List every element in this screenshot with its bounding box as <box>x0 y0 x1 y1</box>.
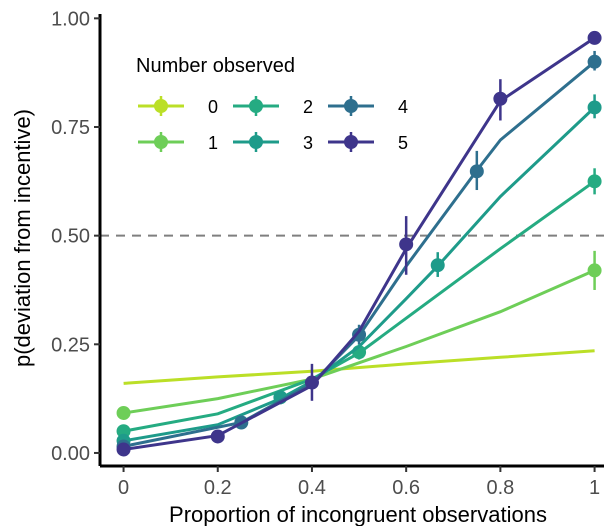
series-line-1 <box>123 269 596 415</box>
data-point-5 <box>304 375 319 390</box>
series-3 <box>116 94 602 448</box>
legend-item-0: 0 <box>138 96 218 117</box>
series-line-0 <box>123 349 595 385</box>
y-tick-label: 0.25 <box>51 334 90 356</box>
series-0 <box>123 349 595 385</box>
series-5 <box>116 30 602 457</box>
series-layer <box>116 30 602 457</box>
data-point-1 <box>587 263 602 278</box>
legend-item-1: 1 <box>138 132 218 153</box>
data-point-5 <box>210 429 225 444</box>
series-4 <box>116 50 602 454</box>
axes: 0.00 0.25 0.50 0.75 1.00 0 0.2 0.4 0.6 0.8 1 <box>51 8 604 499</box>
legend-label: 4 <box>398 97 408 117</box>
legend-item-2: 2 <box>233 96 313 117</box>
legend-label: 1 <box>208 133 218 153</box>
data-point-5 <box>587 30 602 45</box>
series-line-3 <box>123 106 596 443</box>
x-tick-label: 0.4 <box>298 477 326 499</box>
y-tick-label: 0.50 <box>51 226 90 248</box>
y-tick-label: 0.00 <box>51 443 90 465</box>
data-point-1 <box>116 405 131 420</box>
legend-key-point <box>249 135 263 149</box>
y-tick-label: 1.00 <box>51 8 90 30</box>
x-tick-label: 0.8 <box>486 477 514 499</box>
legend-item-5: 5 <box>328 132 408 153</box>
legend-label: 3 <box>303 133 313 153</box>
series-line-4 <box>123 60 596 448</box>
data-point-3 <box>587 100 602 115</box>
legend-item-4: 4 <box>328 96 408 117</box>
x-tick-label: 1 <box>589 477 600 499</box>
x-tick-label: 0.6 <box>392 477 420 499</box>
y-tick-label: 0.75 <box>51 117 90 139</box>
data-point-4 <box>352 327 367 342</box>
series-line-2 <box>123 180 596 433</box>
data-point-2 <box>587 174 602 189</box>
data-point-5 <box>493 91 508 106</box>
legend-item-3: 3 <box>233 132 313 153</box>
x-axis-title: Proportion of incongruent observations <box>169 502 547 526</box>
legend-key-point <box>344 99 358 113</box>
legend-label: 0 <box>208 97 218 117</box>
x-tick-label: 0.2 <box>204 477 232 499</box>
series-2 <box>116 168 602 439</box>
legend-title: Number observed <box>136 55 295 77</box>
legend-key-point <box>344 135 358 149</box>
legend-key-point <box>154 135 168 149</box>
data-point-4 <box>469 164 484 179</box>
data-point-5 <box>116 442 131 457</box>
x-tick-label: 0 <box>118 477 129 499</box>
data-point-5 <box>399 237 414 252</box>
data-point-4 <box>587 54 602 69</box>
legend-key-point <box>154 99 168 113</box>
legend-label: 2 <box>303 97 313 117</box>
series-1 <box>116 250 602 420</box>
legend-key-point <box>249 99 263 113</box>
legend: Number observed 0 1 2 3 4 5 <box>136 55 408 153</box>
legend-label: 5 <box>398 133 408 153</box>
y-axis-title: p(deviation from incentive) <box>10 109 35 367</box>
series-line-5 <box>123 36 596 451</box>
data-point-3 <box>430 258 445 273</box>
